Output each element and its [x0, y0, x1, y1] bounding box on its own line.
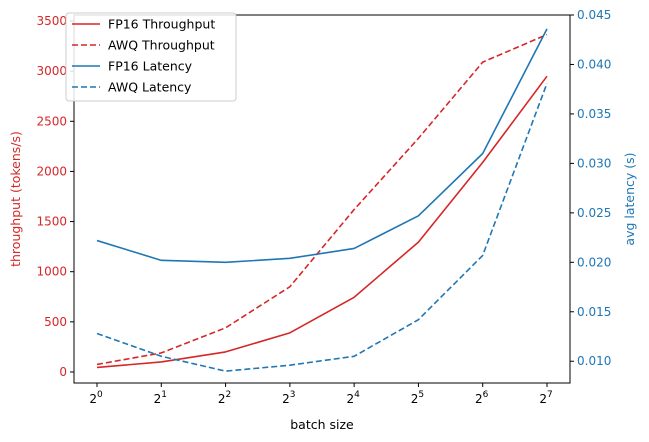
y-right-tick-label: 0.015 [577, 305, 611, 319]
series-line-awq-latency [96, 82, 548, 372]
y-right-tick-label: 0.045 [577, 8, 611, 22]
y-right-tick-label: 0.010 [577, 354, 611, 368]
y-axis-left-label: throughput (tokens/s) [8, 131, 23, 267]
y-left-tick-label: 3500 [36, 14, 67, 28]
series-line-awq-throughput [96, 33, 548, 366]
series-line-fp16-latency [96, 28, 548, 264]
x-tick-label: 24 [346, 390, 360, 406]
y-right-tick-label: 0.040 [577, 57, 611, 71]
y-right-tick-label: 0.035 [577, 107, 611, 121]
y-axis-right: 0.010 0.015 0.020 0.025 0.030 0.035 0.040 0.045 [570, 8, 611, 368]
y-left-tick-label: 2000 [36, 164, 67, 178]
x-tick-label: 21 [154, 390, 167, 406]
x-tick-label: 27 [539, 390, 552, 406]
y-left-tick-label: 2500 [36, 114, 67, 128]
legend-label: AWQ Throughput [108, 38, 215, 53]
x-tick-label: 25 [411, 390, 424, 406]
legend-label: AWQ Latency [108, 80, 192, 95]
x-axis: 20 21 22 23 24 25 26 27 [89, 383, 553, 406]
x-tick-label: 23 [282, 390, 295, 406]
y-left-tick-label: 0 [59, 365, 67, 379]
y-right-tick-label: 0.030 [577, 156, 611, 170]
x-tick-label: 20 [89, 390, 103, 406]
x-tick-label: 22 [218, 390, 231, 406]
series-line-fp16-throughput [96, 75, 548, 369]
y-left-tick-label: 3000 [36, 64, 67, 78]
y-right-tick-label: 0.025 [577, 206, 611, 220]
y-left-tick-label: 1500 [36, 215, 67, 229]
y-left-tick-label: 500 [44, 315, 67, 329]
y-axis-right-label: avg latency (s) [622, 152, 637, 245]
legend-label: FP16 Throughput [108, 17, 215, 32]
x-tick-label: 26 [475, 390, 489, 406]
x-axis-label: batch size [290, 417, 354, 432]
plot-lines [96, 28, 548, 372]
y-left-tick-label: 1000 [36, 265, 67, 279]
plot-frame [73, 14, 571, 384]
legend: FP16 Throughput AWQ Throughput FP16 Latenc… [65, 12, 237, 102]
legend-label: FP16 Latency [108, 59, 193, 74]
y-right-tick-label: 0.020 [577, 255, 611, 269]
y-axis-left: 0 500 1000 1500 2000 2500 3000 3500 [36, 14, 74, 379]
legend-box [65, 12, 237, 102]
